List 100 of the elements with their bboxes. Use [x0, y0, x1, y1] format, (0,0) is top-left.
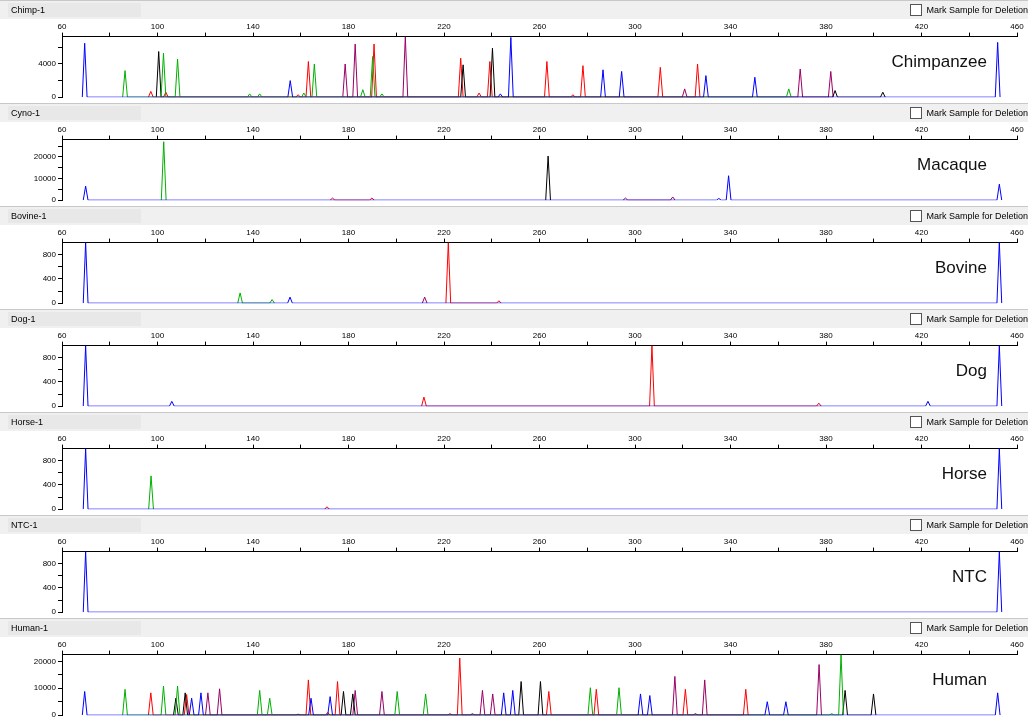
x-tick-label: 340	[723, 537, 738, 546]
text: Mark Sample for Deletion	[926, 107, 1028, 119]
x-tick-label: 300	[628, 537, 643, 546]
x-tick-label: 340	[723, 434, 738, 443]
x-tick-label: 140	[246, 434, 261, 443]
x-tick-label: 100	[150, 434, 165, 443]
y-tick-label: 0	[51, 401, 57, 411]
text: Horse	[941, 463, 987, 483]
x-tick-label: 60	[57, 22, 67, 31]
x-tick-label: 460	[1010, 331, 1025, 340]
x-tick-label: 300	[628, 228, 643, 237]
x-tick-label: 260	[532, 22, 547, 31]
chart-title: Horse-1	[8, 415, 141, 429]
y-tick-label: 400	[42, 480, 57, 490]
x-tick-label: 420	[914, 125, 929, 134]
y-tick-label: 20000	[33, 152, 57, 162]
x-tick-label: 60	[57, 228, 67, 237]
x-tick-label: 420	[914, 331, 929, 340]
chart-title: Human-1	[8, 621, 141, 635]
x-tick-label: 60	[57, 537, 67, 546]
x-tick-label: 140	[246, 125, 261, 134]
x-tick-label: 60	[57, 640, 67, 649]
chart-title: Bovine-1	[8, 209, 141, 223]
text: Human	[932, 669, 987, 689]
x-tick-label: 140	[246, 228, 261, 237]
y-tick-label: 4000	[38, 59, 57, 69]
text: Mark Sample for Deletion	[926, 519, 1028, 531]
y-tick-label: 0	[51, 298, 57, 308]
x-tick-label: 100	[150, 125, 165, 134]
text: Dog	[955, 360, 987, 380]
x-tick-label: 180	[341, 331, 356, 340]
x-tick-label: 180	[341, 434, 356, 443]
text: Macaque	[917, 154, 987, 174]
text: Mark Sample for Deletion	[926, 4, 1028, 16]
x-tick-label: 180	[341, 125, 356, 134]
y-tick-label: 0	[51, 710, 57, 720]
y-tick-label: 400	[42, 377, 57, 387]
x-tick-label: 220	[437, 434, 452, 443]
x-tick-label: 60	[57, 331, 67, 340]
y-tick-label: 20000	[33, 656, 57, 666]
x-tick-label: 380	[819, 640, 834, 649]
x-tick-label: 180	[341, 537, 356, 546]
x-tick-label: 100	[150, 537, 165, 546]
x-tick-label: 100	[150, 331, 165, 340]
y-tick-label: 0	[51, 504, 57, 514]
x-tick-label: 420	[914, 640, 929, 649]
x-tick-label: 260	[532, 537, 547, 546]
x-tick-label: 100	[150, 22, 165, 31]
y-tick-label: 10000	[33, 683, 57, 693]
x-tick-label: 460	[1010, 22, 1025, 31]
x-tick-label: 180	[341, 22, 356, 31]
text: Mark Sample for Deletion	[926, 313, 1028, 325]
x-tick-label: 300	[628, 331, 643, 340]
x-tick-label: 340	[723, 331, 738, 340]
chart-title: Cyno-1	[8, 106, 141, 120]
x-tick-label: 220	[437, 22, 452, 31]
y-tick-label: 10000	[33, 173, 57, 183]
x-tick-label: 340	[723, 125, 738, 134]
x-tick-label: 260	[532, 640, 547, 649]
y-tick-label: 800	[42, 455, 57, 465]
x-tick-label: 220	[437, 640, 452, 649]
x-tick-label: 420	[914, 228, 929, 237]
x-tick-label: 220	[437, 537, 452, 546]
x-tick-label: 220	[437, 228, 452, 237]
x-tick-label: 140	[246, 22, 261, 31]
x-tick-label: 380	[819, 331, 834, 340]
chart-title: Dog-1	[8, 312, 141, 326]
x-tick-label: 180	[341, 640, 356, 649]
x-tick-label: 300	[628, 125, 643, 134]
text: Mark Sample for Deletion	[926, 416, 1028, 428]
y-tick-label: 400	[42, 583, 57, 593]
x-tick-label: 340	[723, 640, 738, 649]
x-tick-label: 300	[628, 640, 643, 649]
y-tick-label: 800	[42, 249, 57, 259]
x-tick-label: 340	[723, 22, 738, 31]
x-tick-label: 300	[628, 22, 643, 31]
x-tick-label: 260	[532, 125, 547, 134]
text: Chimpanzee	[891, 51, 987, 71]
x-tick-label: 260	[532, 331, 547, 340]
x-tick-label: 380	[819, 228, 834, 237]
x-tick-label: 460	[1010, 125, 1025, 134]
y-tick-label: 800	[42, 558, 57, 568]
x-tick-label: 100	[150, 228, 165, 237]
text: Bovine	[935, 257, 987, 277]
y-tick-label: 400	[42, 274, 57, 284]
x-tick-label: 100	[150, 640, 165, 649]
x-tick-label: 380	[819, 434, 834, 443]
text: NTC	[952, 566, 987, 586]
x-tick-label: 380	[819, 537, 834, 546]
x-tick-label: 380	[819, 22, 834, 31]
x-tick-label: 260	[532, 434, 547, 443]
x-tick-label: 300	[628, 434, 643, 443]
y-tick-label: 0	[51, 195, 57, 205]
x-tick-label: 140	[246, 537, 261, 546]
chart-title: NTC-1	[8, 518, 141, 532]
x-tick-label: 420	[914, 434, 929, 443]
x-tick-label: 460	[1010, 228, 1025, 237]
x-tick-label: 140	[246, 640, 261, 649]
x-tick-label: 460	[1010, 537, 1025, 546]
x-tick-label: 460	[1010, 434, 1025, 443]
